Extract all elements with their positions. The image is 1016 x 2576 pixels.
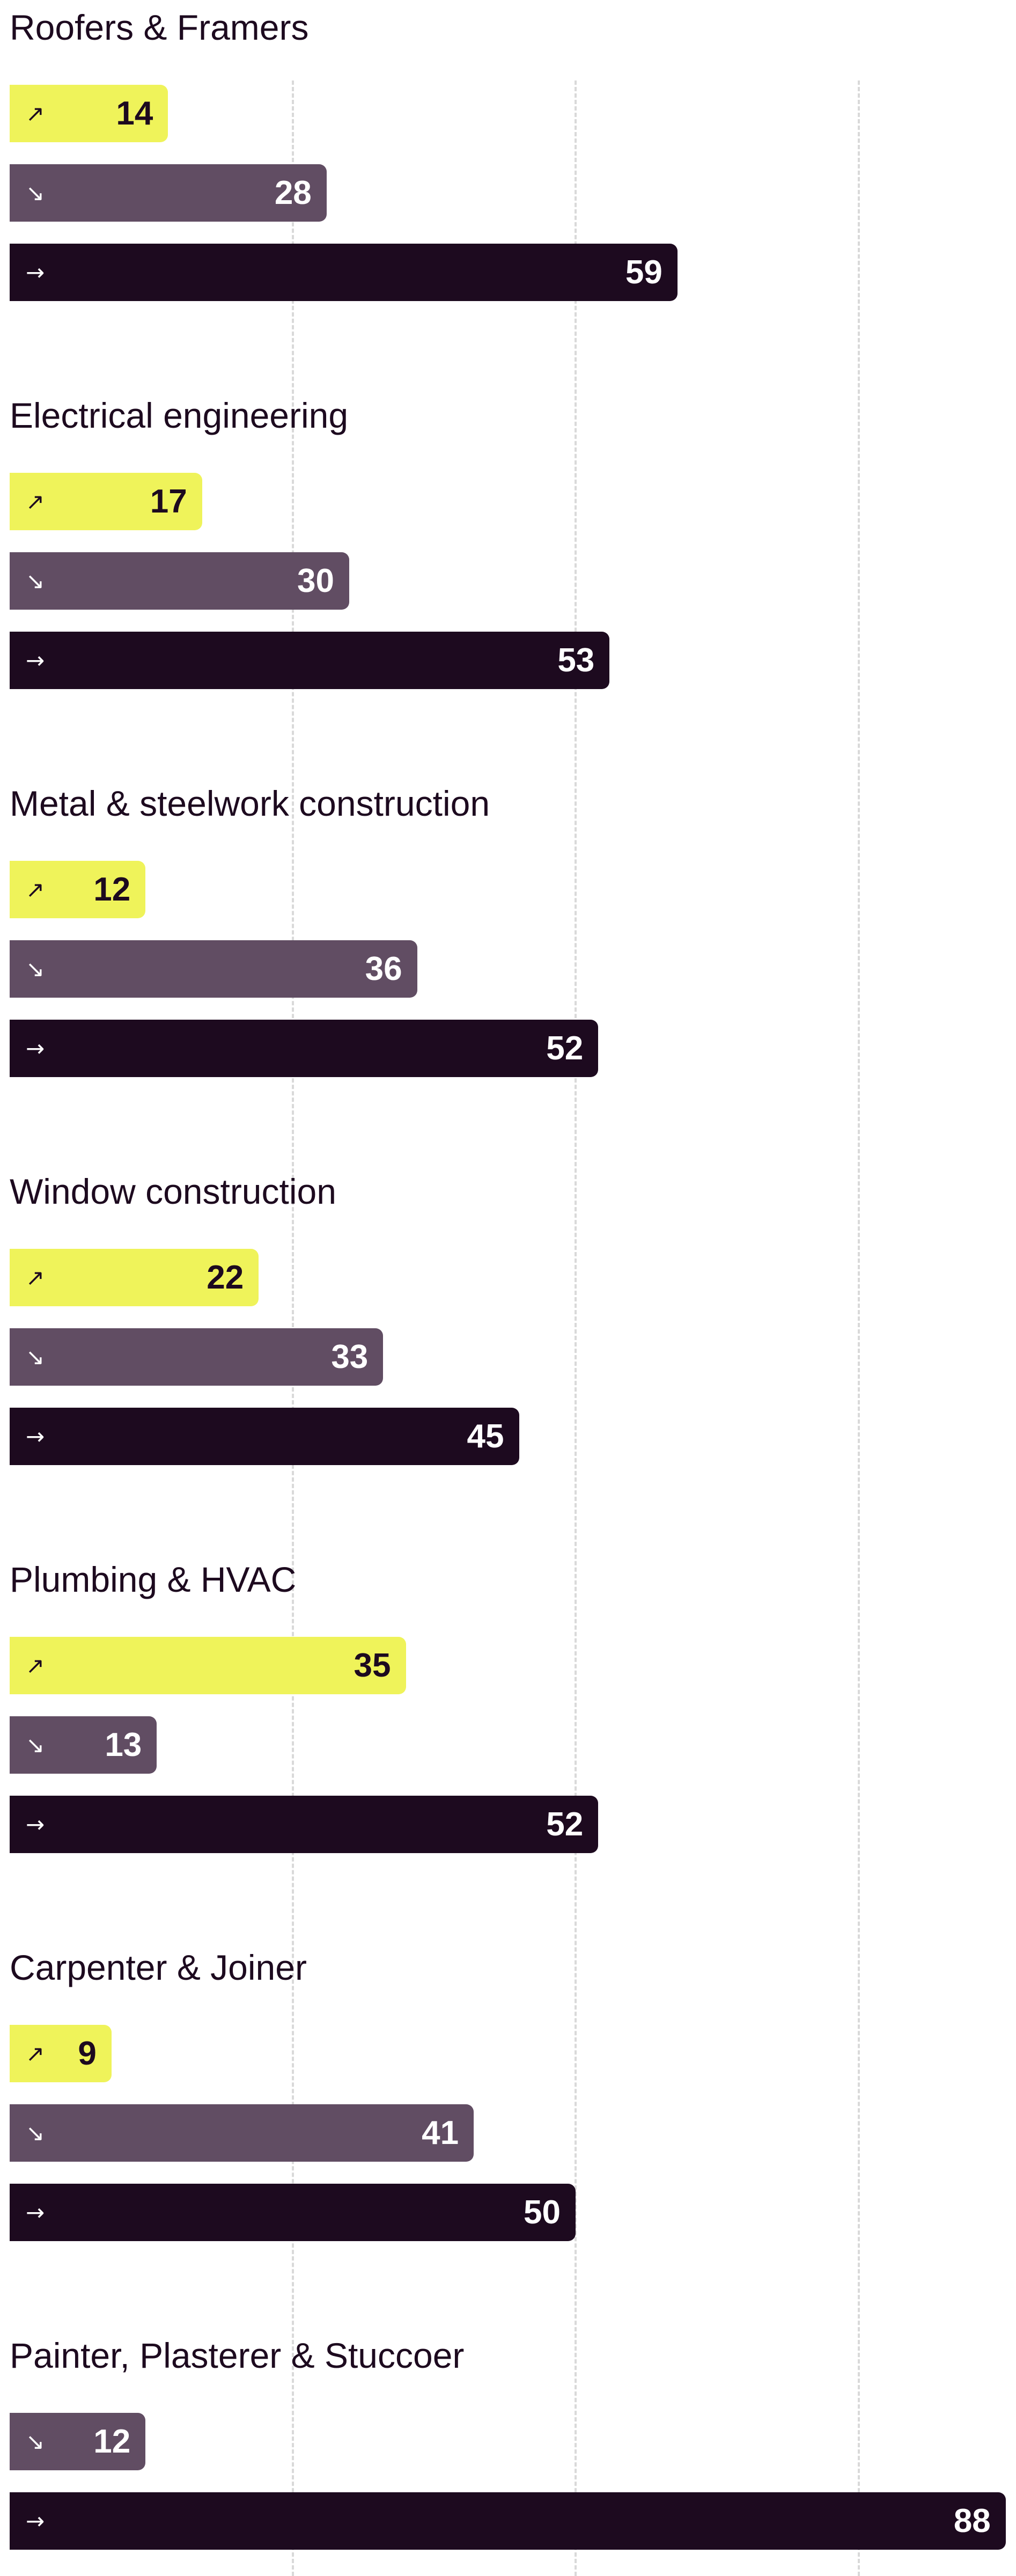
bar-up: ↗ 12 [10,861,146,918]
bar-value-label: 35 [354,1646,391,1684]
arrow-right-icon: → [26,647,45,674]
arrow-right-icon: → [26,2199,45,2226]
arrow-up-right-icon: ↗ [26,1264,45,1291]
arrow-right-icon: → [26,1423,45,1450]
gridline [575,80,577,2576]
bar-value-label: 52 [546,1805,584,1843]
group-title: Electrical engineering [10,396,349,435]
arrow-right-icon: → [26,2507,45,2534]
bar-neutral: → 45 [10,1408,519,1465]
bar-value-label: 14 [116,94,153,132]
bar-neutral: → 59 [10,244,678,301]
bar-down: ↘ 13 [10,1716,157,1774]
group-title: Carpenter & Joiner [10,1948,307,1987]
bar-value-label: 41 [422,2114,459,2151]
bar-value-label: 28 [274,174,312,211]
bar-down: ↘ 33 [10,1328,384,1386]
arrow-up-right-icon: ↗ [26,876,45,903]
bar-value-label: 9 [78,2035,97,2072]
bar-neutral: → 50 [10,2184,576,2241]
arrow-right-icon: → [26,259,45,286]
bar-value-label: 22 [207,1258,244,1296]
bar-down: ↘ 28 [10,164,327,222]
arrow-down-right-icon: ↘ [26,567,45,594]
arrow-up-right-icon: ↗ [26,2040,45,2067]
bar-up: ↗ 9 [10,2025,112,2082]
bar-neutral: → 52 [10,1020,599,1077]
bar-value-label: 52 [546,1029,584,1067]
bar-value-label: 17 [150,482,187,520]
arrow-down-right-icon: ↘ [26,955,45,982]
bar-down: ↘ 41 [10,2104,474,2162]
bar-value-label: 36 [365,950,402,987]
bar-neutral: → 53 [10,632,610,689]
bar-down: ↘ 12 [10,2413,146,2470]
arrow-up-right-icon: ↗ [26,488,45,515]
bar-value-label: 12 [93,870,131,908]
bar-down: ↘ 30 [10,552,349,610]
group-title: Painter, Plasterer & Stuccoer [10,2336,465,2375]
bar-value-label: 45 [467,1417,504,1455]
bar-neutral: → 88 [10,2492,1006,2550]
bar-value-label: 88 [953,2502,991,2540]
bar-neutral: → 52 [10,1796,599,1853]
gridline [857,80,860,2576]
bar-up: ↗ 17 [10,473,202,530]
bar-value-label: 12 [93,2423,131,2460]
group-title: Metal & steelwork construction [10,784,490,823]
bar-up: ↗ 22 [10,1249,259,1306]
bar-value-label: 30 [297,562,334,599]
arrow-down-right-icon: ↘ [26,2119,45,2146]
bar-down: ↘ 36 [10,940,417,998]
arrow-up-right-icon: ↗ [26,1652,45,1679]
bar-up: ↗ 14 [10,85,168,142]
group-title: Roofers & Framers [10,8,309,47]
bar-value-label: 13 [105,1726,142,1763]
group-title: Window construction [10,1172,336,1211]
arrow-down-right-icon: ↘ [26,179,45,206]
arrow-right-icon: → [26,1811,45,1838]
arrow-down-right-icon: ↘ [26,2428,45,2455]
arrow-down-right-icon: ↘ [26,1343,45,1370]
bar-value-label: 53 [557,641,595,679]
bar-value-label: 33 [331,1338,369,1375]
bar-value-label: 59 [625,253,662,291]
bar-value-label: 50 [524,2193,561,2231]
arrow-up-right-icon: ↗ [26,100,45,127]
group-title: Plumbing & HVAC [10,1560,297,1599]
arrow-right-icon: → [26,1035,45,1062]
bar-up: ↗ 35 [10,1637,406,1694]
arrow-down-right-icon: ↘ [26,1731,45,1758]
